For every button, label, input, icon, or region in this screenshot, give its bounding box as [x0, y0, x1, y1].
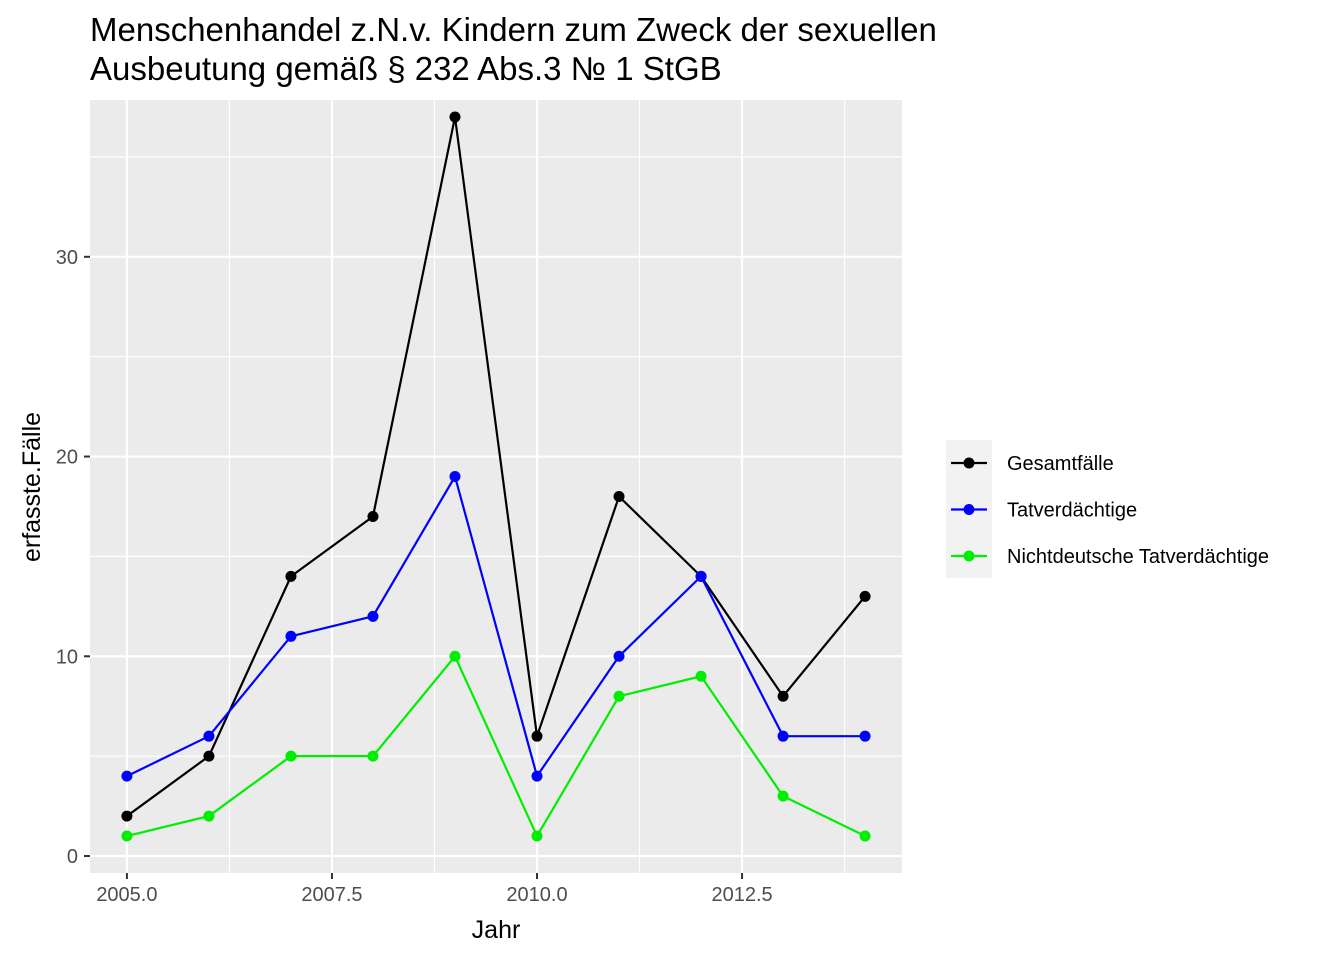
- data-point: [367, 610, 379, 622]
- series-line-2: [126, 475, 866, 778]
- data-point: [121, 810, 133, 822]
- data-point: [203, 810, 215, 822]
- legend-key-point: [963, 504, 975, 515]
- data-point: [695, 670, 707, 682]
- data-point: [859, 730, 871, 742]
- data-point: [859, 590, 871, 602]
- data-point: [449, 650, 461, 662]
- x-tick-labels: 2005.0 2007.5 2010.0 2012.5: [96, 884, 772, 906]
- data-point: [695, 570, 707, 582]
- chart-title-line-1: Menschenhandel z.N.v. Kindern zum Zweck …: [90, 11, 937, 48]
- y-tick-labels: 0 10 20 30: [56, 247, 78, 868]
- x-tick-label: 2005.0: [96, 884, 157, 906]
- data-point: [777, 790, 789, 802]
- data-point: [531, 770, 543, 782]
- legend-label: Tatverdächtige: [1007, 500, 1137, 522]
- major-grid: [90, 100, 902, 873]
- data-point: [367, 510, 379, 522]
- minor-grid: [90, 100, 902, 873]
- data-point: [613, 650, 625, 662]
- legend-label: Gesamtfälle: [1007, 453, 1114, 475]
- y-tick-label: 30: [56, 247, 78, 269]
- y-axis-title: erfasste.Fälle: [18, 412, 46, 562]
- legend-key-point: [963, 550, 975, 562]
- series-layer: [121, 111, 871, 842]
- data-point: [777, 690, 789, 702]
- data-point: [777, 730, 789, 742]
- legend-label: Nichtdeutsche Tatverdächtige: [1007, 546, 1269, 568]
- data-point: [285, 630, 297, 642]
- series-line-3: [126, 655, 866, 838]
- data-point: [531, 730, 543, 742]
- chart-title-line-2: Ausbeutung gemäß § 232 Abs.3 № 1 StGB: [90, 50, 722, 87]
- x-tick-label: 2010.0: [506, 884, 567, 906]
- data-point: [121, 830, 133, 842]
- series-line-1: [126, 115, 866, 817]
- data-point: [449, 471, 461, 483]
- y-tick-label: 20: [56, 447, 78, 469]
- data-point: [613, 490, 625, 502]
- legend-key-point: [963, 457, 975, 469]
- data-point: [285, 570, 297, 582]
- data-point: [203, 750, 215, 762]
- data-point: [203, 730, 215, 742]
- y-tick-label: 0: [67, 846, 78, 868]
- data-point: [531, 830, 543, 842]
- x-tick-label: 2012.5: [711, 884, 772, 906]
- axis-ticks: [84, 255, 744, 879]
- x-axis-title: Jahr: [472, 916, 521, 944]
- data-point: [121, 770, 133, 782]
- legend: Gesamtfälle Tatverdächtige Nichtdeutsche T…: [946, 440, 1269, 578]
- data-point: [285, 750, 297, 762]
- data-point: [449, 111, 461, 123]
- x-tick-label: 2007.5: [301, 884, 362, 906]
- data-point: [367, 750, 379, 762]
- data-point: [613, 690, 625, 702]
- y-tick-label: 10: [56, 646, 78, 668]
- data-point: [859, 830, 871, 842]
